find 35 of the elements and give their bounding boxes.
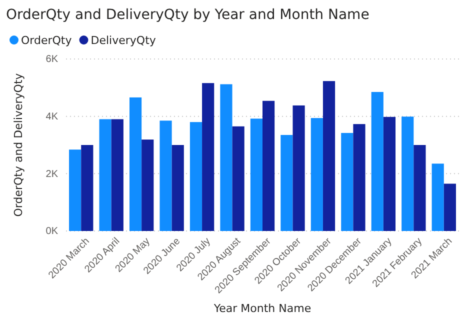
chart-title: OrderQty and DeliveryQty by Year and Month Name bbox=[6, 7, 370, 23]
bar bbox=[172, 145, 184, 231]
bar bbox=[371, 92, 384, 231]
bar bbox=[160, 120, 172, 231]
y-tick-label: 0K bbox=[46, 226, 58, 238]
bar bbox=[280, 134, 293, 231]
bar bbox=[129, 97, 142, 231]
bar bbox=[432, 164, 444, 231]
bar bbox=[262, 100, 275, 231]
legend-label: OrderQty bbox=[21, 34, 72, 47]
legend-label: DeliveryQty bbox=[90, 34, 156, 47]
bar bbox=[220, 84, 232, 231]
bar bbox=[111, 119, 124, 231]
bar bbox=[250, 118, 262, 231]
bar bbox=[341, 132, 354, 231]
y-axis-title: OrderQty and DeliveryQty bbox=[12, 72, 25, 217]
y-tick-label: 4K bbox=[46, 112, 58, 123]
bar bbox=[444, 184, 456, 231]
bar bbox=[322, 81, 336, 231]
x-axis-title: Year Month Name bbox=[212, 302, 312, 315]
y-tick-label: 2K bbox=[46, 168, 58, 180]
y-tick-label: 6K bbox=[46, 54, 58, 66]
bar bbox=[353, 124, 366, 231]
bar bbox=[292, 105, 305, 231]
bar bbox=[190, 122, 202, 231]
bar bbox=[81, 145, 94, 231]
bar bbox=[402, 116, 414, 231]
bar bbox=[99, 119, 112, 231]
bar bbox=[414, 145, 426, 231]
bar bbox=[69, 150, 82, 231]
bar bbox=[310, 118, 323, 231]
bar bbox=[202, 83, 214, 231]
bar bbox=[142, 140, 154, 231]
bar bbox=[383, 116, 396, 231]
bar bbox=[232, 126, 244, 231]
